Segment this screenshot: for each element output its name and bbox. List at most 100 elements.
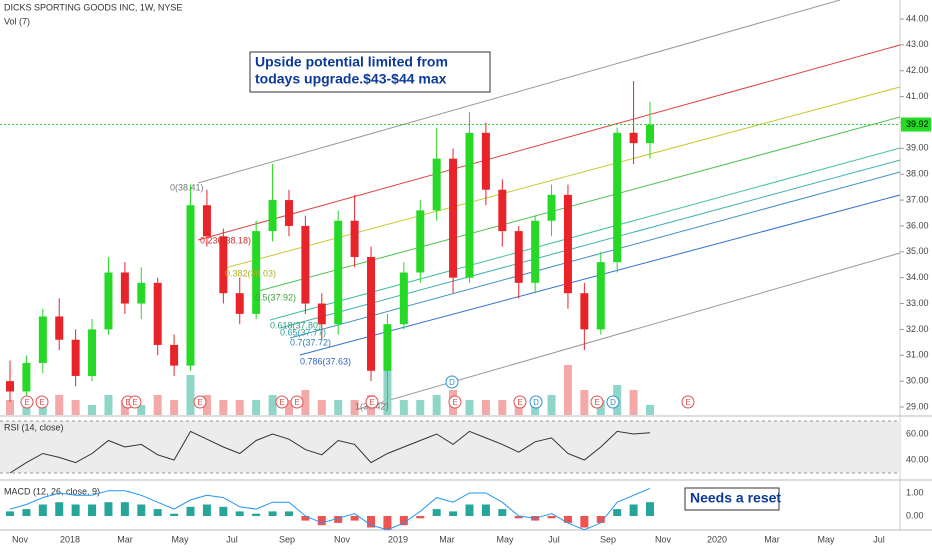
fib-label: 0.5(37.92) (255, 292, 296, 302)
macd-hist-bar (317, 516, 326, 526)
y-tick-label: 36.00 (906, 220, 929, 230)
macd-hist-bar (6, 511, 14, 516)
x-tick-label: Jul (873, 534, 885, 544)
annotation-box (249, 51, 491, 93)
candle-body (563, 194, 572, 294)
candle-body (104, 272, 113, 330)
macd-hist-bar (38, 504, 47, 516)
volume-bar (170, 400, 179, 415)
x-tick-label: Sep (600, 534, 616, 544)
candle-body (481, 132, 490, 190)
event-marker (275, 395, 289, 409)
candle-body (252, 231, 261, 314)
candle-body (170, 344, 179, 366)
event-marker (513, 395, 527, 409)
candle-body (646, 124, 654, 144)
volume-bar (629, 390, 638, 415)
event-label: E (125, 398, 130, 407)
macd-hist-bar (202, 504, 211, 516)
event-label: E (452, 398, 457, 407)
macd-hist-bar (629, 504, 638, 516)
y-tick-label: 42.00 (906, 65, 929, 75)
symbol-title: DICKS SPORTING GOODS INC, 1W, NYSE (4, 2, 182, 12)
macd-hist-bar (449, 511, 458, 516)
x-tick-label: Jul (548, 534, 560, 544)
event-marker (681, 395, 695, 409)
volume-bar (301, 390, 310, 415)
macd-hist-bar (55, 502, 64, 516)
volume-bar (71, 400, 80, 415)
y-tick-label: 37.00 (906, 194, 929, 204)
last-price-tag (901, 117, 931, 132)
candle-body (367, 256, 376, 371)
macd-hist-bar (547, 516, 556, 519)
candle-body (629, 132, 638, 144)
macd-hist-bar (646, 502, 654, 516)
candle-body (202, 205, 211, 237)
event-label: E (132, 398, 137, 407)
macd-hist-bar (350, 516, 359, 521)
x-tick-label: May (817, 534, 835, 544)
y-tick-label: 41.00 (906, 91, 929, 101)
y-tick-label: 38.00 (906, 169, 929, 179)
candle-body (268, 200, 277, 232)
candle-body (596, 262, 605, 330)
macd-hist-bar (416, 516, 425, 519)
candle-body (284, 200, 293, 226)
volume-bar (547, 395, 556, 415)
event-label: D (533, 398, 539, 407)
channel-line (289, 171, 901, 339)
fib-label: 0(38.41) (170, 182, 204, 192)
macd-hist-bar (170, 513, 179, 516)
event-label: E (294, 398, 299, 407)
event-marker (590, 395, 604, 409)
candle-body (301, 225, 310, 304)
volume-bar (186, 375, 195, 415)
candle-body (6, 381, 14, 392)
event-marker (529, 395, 543, 409)
channel-line (197, 44, 901, 241)
x-tick-label: Jul (226, 534, 238, 544)
volume-bar (268, 395, 277, 415)
x-tick-label: Mar (117, 534, 133, 544)
macd-hist-bar (22, 509, 31, 516)
candle-body (416, 210, 425, 273)
macd-hist-bar (88, 504, 97, 516)
event-label: E (685, 398, 690, 407)
volume-bar (580, 390, 589, 415)
macd-hist-bar (367, 516, 376, 528)
candle-body (235, 293, 244, 314)
macd-hist-bar (137, 504, 146, 516)
x-tick-label: 2019 (388, 534, 408, 544)
x-tick-label: Mar (764, 534, 780, 544)
candle-body (547, 194, 556, 221)
candle-body (514, 231, 523, 283)
macd-tick-label: 1.00 (906, 487, 924, 497)
annotation: Upside potential limited from (255, 54, 448, 70)
channel-line (279, 159, 901, 329)
event-label: D (449, 378, 455, 387)
candle-body (38, 316, 47, 364)
macd-hist-bar (465, 504, 474, 516)
x-tick-label: May (171, 534, 189, 544)
candle-body (580, 293, 589, 330)
fib-label: 0.65(37.77) (280, 327, 326, 337)
macd-hist-bar (514, 516, 523, 519)
y-tick-label: 34.00 (906, 272, 929, 282)
fib-label: 0.382(38.03) (225, 268, 276, 278)
volume-bar (235, 400, 244, 415)
rsi-label: RSI (14, close) (4, 422, 64, 432)
volume-bar (88, 405, 97, 415)
y-tick-label: 33.00 (906, 298, 929, 308)
volume-bar (252, 400, 261, 415)
volume-bar (284, 400, 293, 415)
macd-hist-bar (219, 506, 228, 516)
channel-line (254, 116, 901, 293)
annotation-box (684, 487, 780, 511)
candle-body (531, 220, 540, 283)
volume-bar (202, 395, 211, 415)
x-tick-label: Nov (334, 534, 351, 544)
event-label: E (517, 398, 522, 407)
macd-hist-bar (301, 516, 310, 521)
candle-body (432, 158, 441, 211)
